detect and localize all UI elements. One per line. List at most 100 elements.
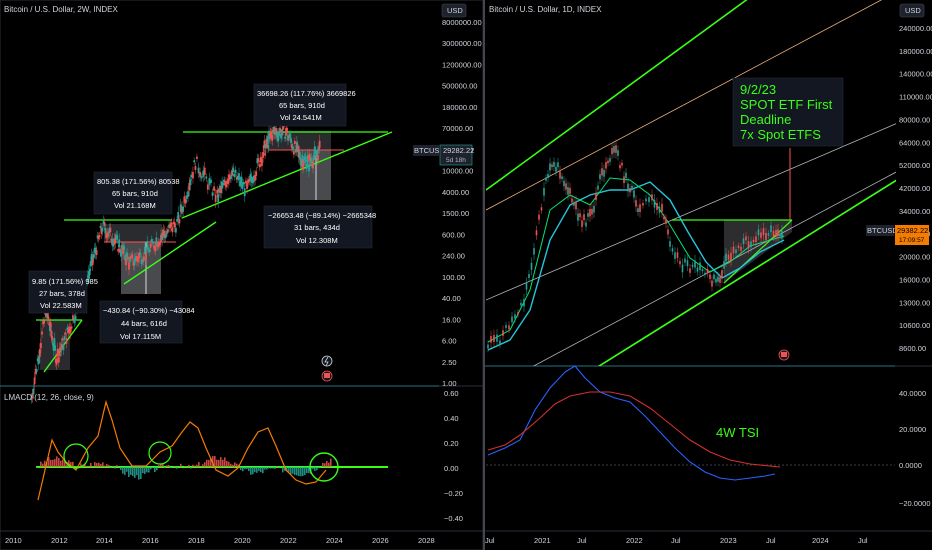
indicator-axis-label: 0.0000 (899, 461, 922, 470)
svg-text:−430.84 (−90.30%) −43084: −430.84 (−90.30%) −43084 (103, 306, 195, 315)
candle (225, 183, 227, 188)
candle (146, 241, 149, 248)
candle (208, 178, 211, 185)
histogram-bar (232, 464, 234, 467)
candle (609, 158, 611, 162)
candle (168, 224, 170, 228)
left-currency-button[interactable] (441, 3, 467, 18)
candle (232, 167, 235, 172)
candle (56, 348, 59, 357)
histogram-bar (108, 464, 110, 467)
left-currency-label: USD (447, 6, 463, 15)
candle (611, 148, 613, 155)
candle (142, 256, 145, 262)
svg-text:Vol 17.115M: Vol 17.115M (120, 332, 161, 341)
candle (723, 261, 725, 269)
histogram-bar (194, 465, 196, 467)
price-axis-label: 100.00 (442, 273, 465, 282)
candle (316, 150, 319, 157)
candle (563, 180, 565, 187)
candle (717, 276, 719, 282)
indicator-axis-label: −0.20 (444, 489, 463, 498)
candle (73, 318, 76, 323)
candle (709, 274, 711, 279)
channel-upper (486, 0, 748, 191)
price-axis-label: 42000.00 (899, 184, 930, 193)
histogram-bar (284, 467, 286, 471)
candle (55, 358, 58, 365)
candle (530, 262, 533, 270)
candle (123, 245, 126, 250)
candle (86, 274, 89, 282)
histogram-bar (200, 466, 202, 467)
histogram-bar (206, 459, 208, 467)
candle (597, 185, 599, 190)
indicator-axis-label: 40.0000 (899, 389, 926, 398)
candle (101, 227, 104, 232)
candle (117, 248, 120, 252)
histogram-bar (304, 467, 306, 475)
candle (95, 250, 98, 256)
right-chart-title: Bitcoin / U.S. Dollar, 1D, INDEX (489, 5, 602, 14)
channel-lower (597, 179, 896, 366)
time-axis-label: Jul (577, 536, 587, 545)
candle (313, 154, 315, 160)
candle (293, 150, 295, 155)
price-axis-label: 70000.00 (442, 124, 473, 133)
candle (525, 282, 528, 290)
candle (52, 343, 55, 351)
candle (277, 133, 280, 142)
svg-text:9/2/23: 9/2/23 (740, 82, 776, 97)
candle (593, 205, 595, 213)
candle (679, 261, 681, 265)
candle (233, 174, 236, 177)
price-axis-label: 52000.00 (899, 161, 930, 170)
candle (573, 202, 575, 206)
price-axis-label: 500000.00 (442, 82, 477, 91)
candle (305, 165, 308, 169)
candle (559, 171, 561, 179)
candle (777, 229, 779, 236)
histogram-bar (102, 462, 104, 467)
candle (296, 145, 299, 152)
histogram-bar (148, 467, 150, 473)
time-axis-label: Jul (766, 536, 776, 545)
highlight-circle-2 (148, 441, 172, 465)
candle (166, 229, 169, 233)
candle (262, 151, 264, 158)
candle (276, 132, 279, 138)
price-axis-label: 16.00 (442, 315, 461, 324)
flag-icon[interactable] (321, 370, 333, 382)
histogram-bar (292, 467, 294, 474)
candle (127, 256, 129, 260)
histogram-bar (258, 467, 260, 472)
right-currency-label: USD (905, 6, 921, 15)
candle (565, 183, 567, 190)
histogram-bar (244, 467, 246, 470)
candle (69, 326, 72, 334)
histogram-bar (78, 466, 80, 467)
candle (264, 153, 266, 156)
candle (128, 262, 130, 270)
histogram-bar (60, 460, 62, 467)
candle (293, 140, 296, 145)
histogram-bar (308, 467, 310, 474)
histogram-bar (156, 467, 158, 471)
histogram-bar (224, 457, 226, 467)
right-flag-icon[interactable] (778, 349, 790, 361)
candle (210, 179, 212, 183)
price-axis-label: 40.00 (442, 294, 461, 303)
right-currency-button[interactable] (899, 3, 925, 18)
candle (197, 167, 200, 174)
histogram-bar (168, 464, 170, 467)
price-axis-label: 6.00 (442, 337, 457, 346)
lightning-icon[interactable] (321, 355, 333, 367)
candle (109, 227, 112, 233)
time-axis-label: Jul (671, 536, 681, 545)
histogram-bar (154, 467, 156, 473)
svg-text:Vol 12.308M: Vol 12.308M (296, 236, 338, 245)
candle (43, 320, 46, 324)
inner-channel-2 (486, 123, 896, 301)
candle (113, 238, 116, 245)
histogram-bar (164, 467, 166, 468)
